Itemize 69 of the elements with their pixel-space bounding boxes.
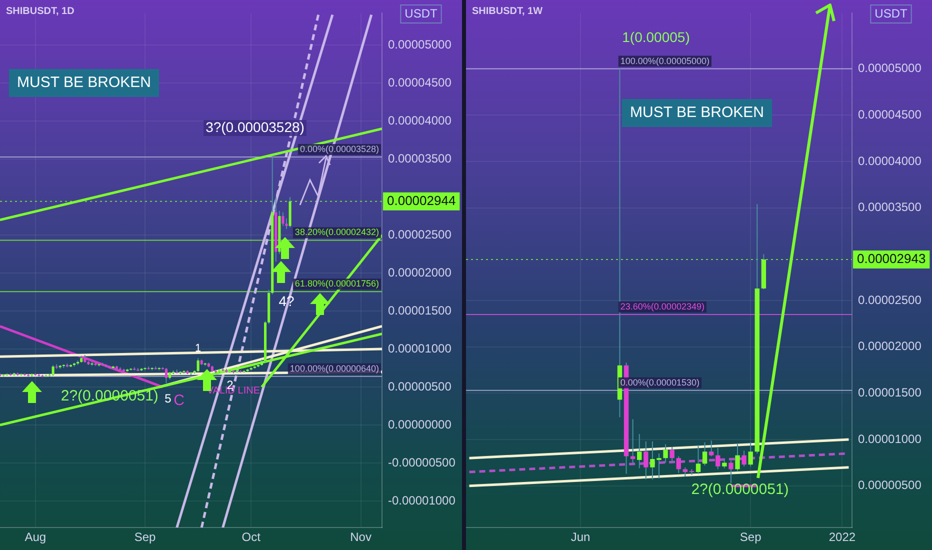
candlestick xyxy=(716,447,720,470)
ref-line-label: 38.20%(0.00002432) xyxy=(294,227,380,238)
y-tick-label: 0.00002000 xyxy=(858,339,922,354)
ref-line-label: 0.00%(0.00003528) xyxy=(300,144,380,154)
x-tick-label: Sep xyxy=(134,530,156,544)
candlestick xyxy=(164,368,168,384)
candlestick xyxy=(689,468,694,476)
candlestick xyxy=(708,440,714,457)
y-tick-label: 0.00004000 xyxy=(858,154,922,168)
y-tick-label: -0.00001000 xyxy=(388,493,456,508)
ref-line-label: 0.00002943 xyxy=(857,251,926,266)
annotation: MUST BE BROKEN xyxy=(630,104,764,122)
candlestick xyxy=(702,442,708,466)
annotation: MUST BE BROKEN xyxy=(17,74,151,92)
candlestick xyxy=(630,418,636,464)
candlestick xyxy=(748,442,753,467)
text: USDT xyxy=(404,6,438,20)
candlestick xyxy=(682,466,688,478)
annotation: 5 xyxy=(164,391,172,406)
annotation: 1 xyxy=(195,342,202,354)
candlestick xyxy=(676,456,681,474)
ref-line-label: 0.00%(0.00001530) xyxy=(620,377,700,388)
text: USDT xyxy=(874,6,908,20)
y-tick-label: 0.00000500 xyxy=(388,379,452,394)
y-tick-label: 0.00000000 xyxy=(388,417,452,432)
candlestick xyxy=(742,450,746,467)
annotation: C xyxy=(174,392,185,410)
candlestick xyxy=(670,446,674,464)
y-tick-label: 0.00004000 xyxy=(388,113,452,128)
x-tick-label: Oct xyxy=(242,530,262,544)
y-tick-label: -0.00000500 xyxy=(388,455,456,470)
annotation: 3?(0.00003528) xyxy=(206,118,304,135)
ref-line-label: 61.80%(0.00001756) xyxy=(294,278,380,289)
y-tick-label: 0.00001000 xyxy=(858,432,922,446)
ref-line-label: 100.00%(0.00005000) xyxy=(620,56,710,66)
y-tick-label: 0.00004500 xyxy=(388,75,452,90)
candlestick xyxy=(52,364,54,376)
candlestick xyxy=(696,444,701,474)
ref-line-label: 0.00002944 xyxy=(387,192,456,208)
y-tick-label: 0.00005000 xyxy=(388,37,452,52)
y-tick-label: 0.00001500 xyxy=(858,386,922,400)
y-tick-label: 0.00004500 xyxy=(858,107,922,122)
x-tick-label: Jun xyxy=(570,530,590,544)
y-tick-label: 0.00002500 xyxy=(388,227,452,242)
annotation: 2?(0.0000051) xyxy=(691,481,789,498)
candlestick xyxy=(728,460,734,484)
x-tick-label: Sep xyxy=(740,530,762,544)
y-tick-label: 0.00003500 xyxy=(388,151,452,166)
y-tick-label: 0.00002000 xyxy=(388,265,452,280)
candlestick xyxy=(735,442,740,472)
candlestick xyxy=(282,212,284,226)
y-tick-label: 0.00000500 xyxy=(858,478,922,492)
y-tick-label: 0.00003500 xyxy=(858,200,922,214)
y-tick-label: 0.00001000 xyxy=(388,341,452,356)
y-tick-label: 0.00001500 xyxy=(388,303,452,318)
chart-title: SHIBUSDT, 1W xyxy=(472,6,543,17)
ref-line-label: 23.60%(0.00002349) xyxy=(620,302,704,312)
chart-title: SHIBUSDT, 1D xyxy=(6,6,74,17)
ref-line-label: 100.00%(0.00000640) xyxy=(290,363,380,374)
candlestick xyxy=(637,433,642,469)
annotation: 1(0.00005) xyxy=(622,28,690,45)
candlestick xyxy=(196,358,200,372)
y-tick-label: 0.00002500 xyxy=(858,292,922,307)
y-tick-label: 0.00005000 xyxy=(858,61,922,76)
x-tick-label: 2022 xyxy=(828,530,856,544)
x-tick-label: Aug xyxy=(24,530,46,544)
x-tick-label: Nov xyxy=(350,530,372,544)
candlestick xyxy=(663,444,668,464)
candlestick xyxy=(644,440,648,480)
